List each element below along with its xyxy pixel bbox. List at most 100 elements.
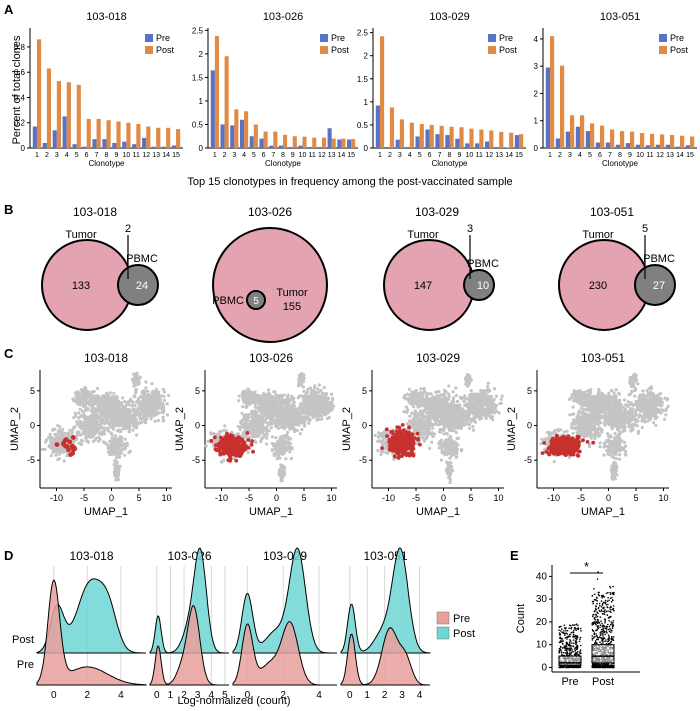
umap-point (260, 416, 264, 420)
bar-post (600, 125, 605, 148)
umap-point (286, 422, 290, 426)
umap-point-highlight (234, 439, 239, 444)
umap-point (473, 412, 477, 416)
x-tick-label: 1 (378, 152, 382, 159)
umap-point (77, 411, 81, 415)
bar-pre (327, 128, 332, 148)
y-axis-label: UMAP_2 (9, 407, 21, 451)
panel-label-b: B (4, 202, 13, 217)
bar-post (620, 131, 625, 148)
umap-point-highlight (68, 452, 74, 457)
x-tick-label: 15 (172, 152, 180, 159)
bar-pre (485, 141, 490, 148)
umap-point (489, 411, 493, 415)
x-tick-label: -10 (215, 493, 228, 503)
umap-point (282, 426, 287, 430)
umap-point (264, 398, 268, 402)
umap-point (295, 428, 299, 433)
umap-point (260, 401, 264, 405)
umap-point (267, 429, 271, 433)
umap-point (104, 411, 108, 415)
umap-point (260, 430, 264, 434)
umap-point (247, 426, 251, 430)
umap-point (110, 397, 114, 401)
umap-point (285, 447, 289, 451)
umap-point (248, 396, 253, 400)
umap-point (102, 413, 106, 417)
umap-point-highlight (251, 449, 256, 454)
umap-point (259, 419, 263, 423)
venn-title: 103-029 (415, 205, 459, 219)
umap-point (269, 420, 273, 424)
umap-point (456, 399, 460, 404)
umap-point (241, 390, 245, 394)
x-tick-label: 12 (318, 152, 326, 159)
umap-point (123, 400, 127, 404)
umap-point-highlight (234, 458, 239, 463)
x-tick-label: -10 (50, 493, 63, 503)
bar-pre (278, 145, 283, 148)
bar-post (660, 134, 665, 148)
umap-point (327, 415, 331, 419)
umap-point (267, 421, 271, 425)
umap-point (282, 408, 286, 412)
umap-point (223, 424, 227, 428)
umap-point (263, 414, 267, 418)
umap-point (79, 442, 84, 447)
umap-point (114, 478, 118, 482)
umap-point (86, 393, 90, 397)
bar-post (429, 124, 434, 148)
overlap-count: 2 (125, 223, 131, 235)
bar-post (66, 82, 71, 148)
umap-point (106, 394, 111, 398)
umap-point (161, 401, 165, 405)
umap-point (474, 398, 478, 402)
umap-point (89, 428, 93, 432)
y-tick-label: 2 (534, 89, 539, 98)
umap-point (242, 400, 246, 404)
umap-point (133, 373, 137, 377)
umap-point (90, 390, 94, 394)
x-tick-label: 7 (608, 152, 612, 159)
umap-point (92, 418, 96, 422)
bar-pre (230, 125, 235, 148)
y-tick-label: 2 (199, 50, 204, 59)
y-tick-label: 0.5 (192, 120, 204, 129)
umap-point (152, 392, 156, 396)
bar-pre (171, 145, 177, 148)
umap-point (454, 393, 458, 398)
umap-point (80, 439, 84, 443)
y-tick-label: 1.5 (192, 73, 204, 82)
umap-point (75, 431, 79, 435)
umap-point (141, 400, 145, 404)
umap-point (480, 393, 484, 397)
bar-post (570, 115, 575, 148)
umap-point (283, 434, 287, 438)
bar-pre (161, 146, 167, 148)
umap-point (237, 394, 241, 398)
bar-pre (142, 137, 147, 148)
umap-point (109, 406, 114, 410)
x-tick-label: 10 (299, 152, 307, 159)
umap-point (108, 391, 112, 395)
umap-point (105, 419, 109, 423)
umap-point (253, 405, 257, 409)
bar-pre (347, 139, 352, 148)
umap-point (317, 383, 321, 387)
x-tick-label: 5 (418, 152, 422, 159)
umap-point (293, 409, 297, 413)
y-tick-label: 0 (362, 421, 367, 431)
umap-point (101, 430, 105, 434)
bar-pre (102, 139, 107, 148)
y-axis-label: UMAP_2 (341, 407, 353, 451)
umap-title: 103-029 (416, 351, 460, 365)
umap-point (150, 382, 154, 386)
umap-point (133, 380, 137, 384)
umap-point (300, 427, 304, 432)
umap-point (70, 431, 74, 435)
bar-pre (665, 144, 670, 148)
umap-point (323, 397, 328, 401)
umap-point (78, 423, 82, 427)
